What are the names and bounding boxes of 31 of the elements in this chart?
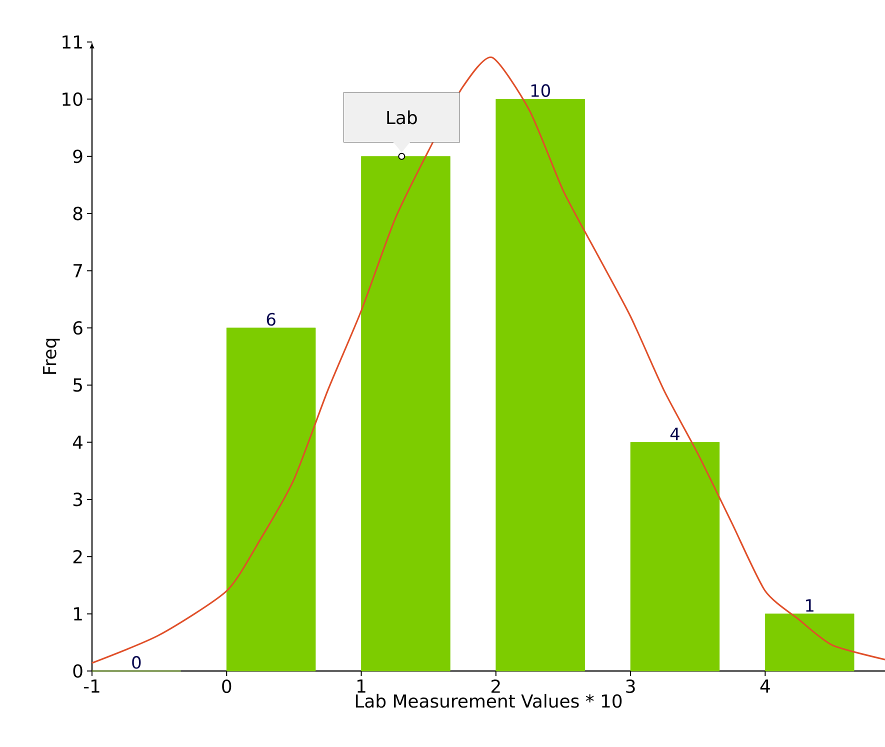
data-label: 6 [266, 312, 276, 326]
bar [630, 442, 720, 672]
bar [226, 328, 316, 672]
y-tick-label: 1 [74, 607, 82, 620]
annotation: Lab [387, 110, 417, 124]
data-label: 1 [806, 599, 814, 612]
y-tick-label: 8 [73, 206, 82, 220]
y-tick-label: 4 [72, 436, 82, 449]
y-tick-label: 6 [73, 321, 82, 335]
y-tick-label: 5 [73, 378, 82, 392]
data-label: 0 [132, 656, 141, 669]
y-tick-label: 11 [62, 35, 82, 49]
x-tick-label: 2 [492, 680, 500, 693]
x-tick-label: 3 [626, 680, 635, 694]
data-label: 10 [531, 84, 550, 97]
y-tick-label: 3 [73, 492, 82, 506]
bar [361, 156, 450, 672]
x-tick-label: 1 [358, 679, 366, 693]
x-tick-label: 4 [760, 679, 770, 693]
bar [764, 614, 854, 672]
y-tick-label: 7 [74, 264, 82, 278]
data-label: 4 [670, 428, 680, 440]
x-tick-label: -1 [84, 679, 100, 693]
bar [496, 98, 585, 672]
y-tick-label: 2 [73, 550, 82, 564]
x-tick-label: 0 [222, 680, 232, 694]
y-axis-title: Freq [43, 338, 60, 374]
y-tick-label: 9 [73, 150, 82, 164]
x-axis-title: Lab Measurement Values * 10 [356, 694, 622, 708]
y-tick-label: 0 [73, 664, 82, 678]
y-tick-label: 10 [62, 92, 82, 106]
